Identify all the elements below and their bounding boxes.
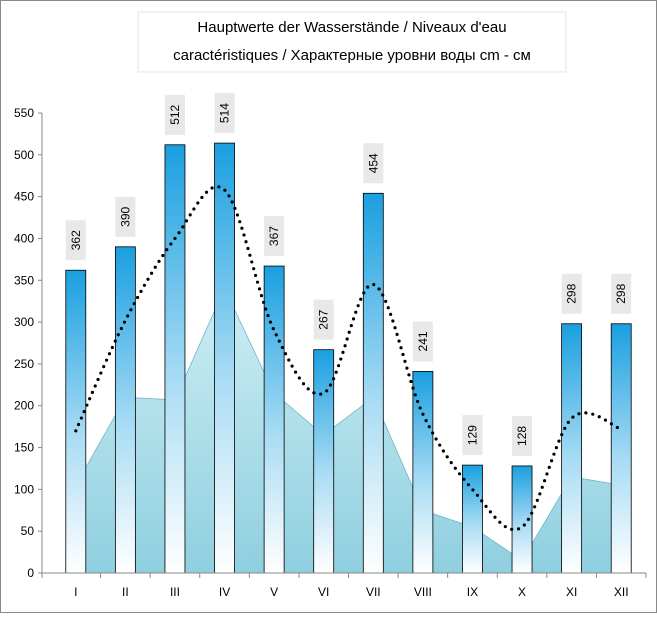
x-tick-label: V xyxy=(270,585,278,599)
value-label: 367 xyxy=(267,226,281,246)
value-label: 241 xyxy=(416,331,430,351)
bar xyxy=(164,144,186,574)
y-tick-label: 400 xyxy=(14,231,34,245)
value-label: 298 xyxy=(565,283,579,303)
value-label-box xyxy=(561,273,582,314)
value-label: 128 xyxy=(515,426,529,446)
x-tick-label: III xyxy=(170,585,180,599)
y-tick-label: 300 xyxy=(14,315,34,329)
value-label: 454 xyxy=(366,153,380,173)
value-label-box xyxy=(115,196,136,237)
bar xyxy=(65,269,87,574)
y-tick-label: 150 xyxy=(14,441,34,455)
x-tick-label: I xyxy=(74,585,77,599)
value-label-box xyxy=(313,299,334,340)
y-tick-label: 200 xyxy=(14,399,34,413)
chart-title: Hauptwerte der Wasserstände / Niveaux d'… xyxy=(197,19,506,36)
y-tick-label: 50 xyxy=(21,524,35,538)
value-label-box xyxy=(363,143,384,184)
x-tick-label: VII xyxy=(366,585,381,599)
x-tick-label: X xyxy=(518,585,526,599)
bar xyxy=(462,464,483,574)
value-label-box xyxy=(214,93,235,134)
y-tick-label: 250 xyxy=(14,357,34,371)
x-tick-label: IV xyxy=(219,585,230,599)
bar xyxy=(313,349,335,574)
value-label: 129 xyxy=(465,425,479,445)
title-box xyxy=(137,11,567,73)
bar xyxy=(263,265,285,574)
bar xyxy=(362,192,384,574)
value-label-box xyxy=(264,216,285,257)
value-label: 298 xyxy=(614,283,628,303)
y-tick-label: 350 xyxy=(14,273,34,287)
value-label-box xyxy=(412,321,433,362)
line xyxy=(74,185,623,532)
bar xyxy=(214,142,235,574)
bar xyxy=(412,371,434,574)
y-tick-label: 500 xyxy=(14,148,34,162)
y-tick-label: 0 xyxy=(27,566,34,580)
y-tick-label: 550 xyxy=(14,106,34,120)
y-tick-label: 450 xyxy=(14,190,34,204)
value-label-box xyxy=(611,273,632,314)
bar xyxy=(610,323,632,574)
value-label: 514 xyxy=(218,103,232,123)
x-tick-label: VIII xyxy=(414,585,432,599)
value-label-box xyxy=(462,415,483,456)
bar xyxy=(114,246,136,574)
x-tick-label: XI xyxy=(566,585,577,599)
value-label: 267 xyxy=(317,309,331,329)
value-label: 390 xyxy=(118,206,132,226)
value-label-box xyxy=(65,220,86,261)
value-label: 512 xyxy=(168,104,182,124)
x-tick-label: II xyxy=(122,585,129,599)
x-tick-label: IX xyxy=(467,585,478,599)
x-tick-label: VI xyxy=(318,585,329,599)
value-label: 362 xyxy=(69,230,83,250)
x-tick-label: XII xyxy=(614,585,629,599)
chart-title: caractéristiques / Характерные уровни во… xyxy=(173,47,531,64)
y-tick-label: 100 xyxy=(14,482,34,496)
value-label-box xyxy=(164,94,185,135)
bar xyxy=(561,323,583,574)
value-label-box xyxy=(512,415,533,456)
